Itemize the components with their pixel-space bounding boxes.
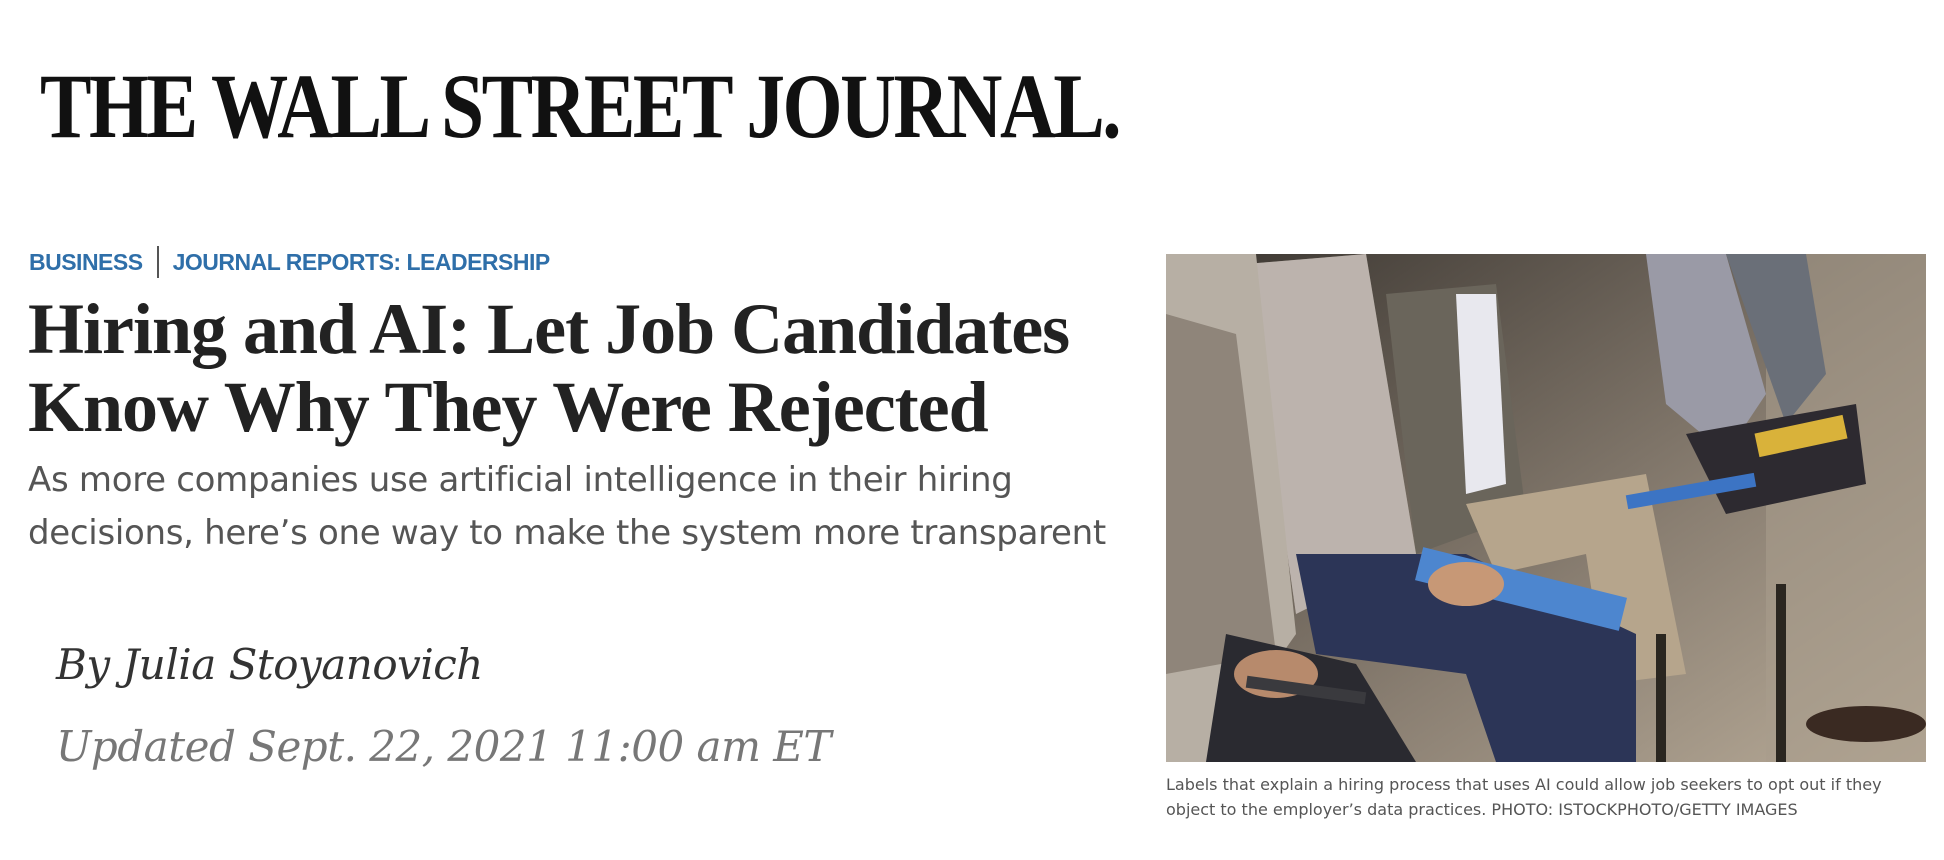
section-divider — [156, 246, 159, 278]
article-photo — [1166, 254, 1926, 762]
article-byline: By Julia Stoyanovich — [56, 640, 483, 689]
photo-caption: Labels that explain a hiring process tha… — [1166, 775, 1882, 819]
article-dek: As more companies use artificial intelli… — [28, 460, 1106, 553]
section-breadcrumb: BUSINESS JOURNAL REPORTS: LEADERSHIP — [29, 246, 550, 278]
photo-illustration — [1166, 254, 1926, 762]
section-link-business[interactable]: BUSINESS — [29, 248, 143, 275]
article-timestamp: Updated Sept. 22, 2021 11:00 am ET — [56, 722, 831, 771]
article-headline: Hiring and AI: Let Job Candidates Know W… — [28, 289, 1070, 447]
section-link-journal-reports[interactable]: JOURNAL REPORTS: LEADERSHIP — [172, 248, 551, 275]
masthead-logo[interactable]: THE WALL STREET JOURNAL. — [40, 55, 1122, 157]
